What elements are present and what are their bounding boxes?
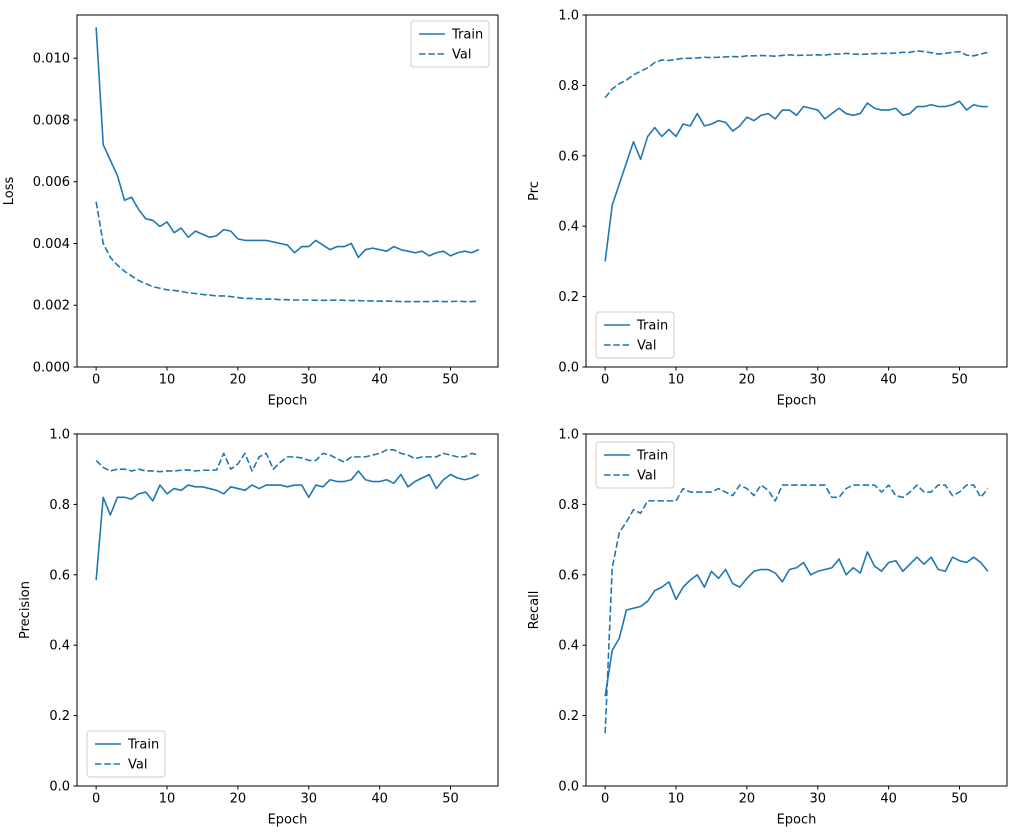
y-axis-label: Precision xyxy=(18,581,33,639)
series-val-line xyxy=(95,449,480,473)
legend-val-label: Val xyxy=(637,339,656,354)
x-tick-label: 0 xyxy=(92,373,100,388)
y-tick-label: 0.4 xyxy=(49,639,70,654)
chart-precision: 0 10 20 30 40 50 0.0 0.2 0.4 0.6 0.8 1.0 Epoch Precis… xyxy=(18,428,499,828)
x-tick-label: 50 xyxy=(442,792,459,807)
x-tick-label: 20 xyxy=(230,792,247,807)
legend-val-label: Val xyxy=(452,48,471,63)
legend-train-label: Train xyxy=(636,449,668,464)
legend: Train Val xyxy=(595,311,675,359)
y-tick-label: 0.004 xyxy=(33,237,70,252)
y-tick-label: 0.2 xyxy=(558,709,579,724)
y-tick-label: 0.010 xyxy=(33,52,70,67)
x-tick-label: 40 xyxy=(880,792,897,807)
legend-box xyxy=(410,20,490,68)
x-tick-label: 20 xyxy=(230,373,247,388)
y-tick-label: 0.4 xyxy=(558,639,579,654)
legend: Train Val xyxy=(595,441,675,489)
series-train-line xyxy=(604,100,988,262)
y-tick-label: 0.002 xyxy=(33,299,70,314)
subplot-loss: 0 10 20 30 40 50 0.000 0.002 0.004 0.006 0.008 0.01… xyxy=(0,0,509,419)
y-tick-label: 0.008 xyxy=(33,113,70,128)
legend-box xyxy=(86,730,166,778)
x-tick-label: 40 xyxy=(371,373,388,388)
x-tick-label: 50 xyxy=(951,373,968,388)
y-tick-label: 0.6 xyxy=(558,149,579,164)
y-tick-label: 0.6 xyxy=(49,568,70,583)
legend-box xyxy=(595,441,675,489)
x-tick-label: 10 xyxy=(159,373,176,388)
y-tick-label: 0.8 xyxy=(558,498,579,513)
x-tick-label: 20 xyxy=(739,792,756,807)
series-val-line xyxy=(95,201,479,303)
x-tick-label: 0 xyxy=(92,792,100,807)
x-tick-label: 0 xyxy=(601,792,609,807)
legend-train-label: Train xyxy=(636,319,668,334)
legend: Train Val xyxy=(410,20,490,68)
series-val-line xyxy=(604,484,989,734)
x-tick-label: 20 xyxy=(739,373,756,388)
x-tick-label: 30 xyxy=(300,373,317,388)
legend-val-label: Val xyxy=(128,758,147,773)
series-train-line xyxy=(604,551,989,697)
x-tick-label: 30 xyxy=(300,792,317,807)
x-tick-label: 10 xyxy=(668,373,685,388)
y-axis-label: Prc xyxy=(527,181,542,201)
legend: Train Val xyxy=(86,730,166,778)
subplot-prc: 0 10 20 30 40 50 0.0 0.2 0.4 0.6 0.8 1.0 Epoch Prc Tra… xyxy=(509,0,1018,419)
y-tick-label: 1.0 xyxy=(558,428,579,443)
x-tick-label: 40 xyxy=(371,792,388,807)
plot-area xyxy=(585,433,1008,787)
y-tick-label: 0.2 xyxy=(49,709,70,724)
y-tick-label: 0.2 xyxy=(558,290,579,305)
y-tick-label: 0.000 xyxy=(33,361,70,376)
y-tick-label: 0.0 xyxy=(558,780,579,795)
plot-area xyxy=(585,14,1008,368)
x-axis-label: Epoch xyxy=(777,394,817,409)
legend-train-label: Train xyxy=(451,28,483,43)
series-train-line xyxy=(95,470,480,581)
y-tick-label: 0.0 xyxy=(558,361,579,376)
legend-train-label: Train xyxy=(127,738,159,753)
y-axis-label: Loss xyxy=(2,177,17,206)
x-tick-label: 40 xyxy=(880,373,897,388)
y-tick-label: 0.8 xyxy=(49,498,70,513)
legend-val-label: Val xyxy=(637,469,656,484)
x-axis-label: Epoch xyxy=(268,394,308,409)
x-tick-label: 50 xyxy=(951,792,968,807)
y-tick-label: 0.6 xyxy=(558,568,579,583)
x-tick-label: 50 xyxy=(442,373,459,388)
x-tick-label: 30 xyxy=(809,373,826,388)
y-tick-label: 0.0 xyxy=(49,780,70,795)
x-tick-label: 0 xyxy=(601,373,609,388)
series-val-line xyxy=(604,50,989,99)
x-tick-label: 30 xyxy=(809,792,826,807)
x-tick-label: 10 xyxy=(159,792,176,807)
y-tick-label: 0.4 xyxy=(558,220,579,235)
legend-box xyxy=(595,311,675,359)
chart-recall: 0 10 20 30 40 50 0.0 0.2 0.4 0.6 0.8 1.0 Epoch Recall… xyxy=(527,428,1008,828)
x-axis-label: Epoch xyxy=(268,813,308,828)
y-tick-label: 0.8 xyxy=(558,79,579,94)
y-tick-label: 0.006 xyxy=(33,175,70,190)
y-tick-label: 1.0 xyxy=(49,428,70,443)
y-tick-label: 1.0 xyxy=(558,9,579,24)
plot-area xyxy=(76,14,499,368)
series-train-line xyxy=(95,27,480,259)
subplot-recall: 0 10 20 30 40 50 0.0 0.2 0.4 0.6 0.8 1.0 Epoch Recall… xyxy=(509,419,1018,838)
subplot-precision: 0 10 20 30 40 50 0.0 0.2 0.4 0.6 0.8 1.0 Epoch Precis… xyxy=(0,419,509,838)
x-axis-label: Epoch xyxy=(777,813,817,828)
x-tick-label: 10 xyxy=(668,792,685,807)
chart-prc: 0 10 20 30 40 50 0.0 0.2 0.4 0.6 0.8 1.0 Epoch Prc Tra… xyxy=(527,9,1008,409)
chart-loss: 0 10 20 30 40 50 0.000 0.002 0.004 0.006 0.008 0.01… xyxy=(2,14,499,409)
y-axis-label: Recall xyxy=(527,591,542,630)
